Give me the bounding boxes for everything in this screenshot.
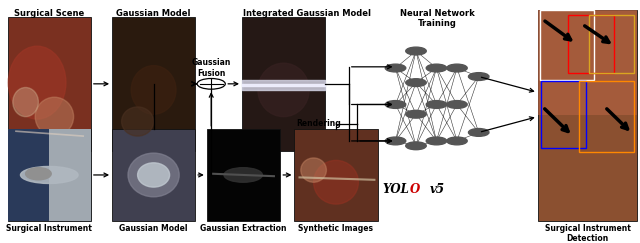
Text: Rendering: Rendering — [296, 119, 341, 128]
Ellipse shape — [314, 160, 358, 204]
Text: Integrated Gaussian Model: Integrated Gaussian Model — [243, 9, 371, 17]
Circle shape — [468, 73, 489, 80]
Text: Surgical Instrument
Detection: Surgical Instrument Detection — [545, 224, 630, 243]
Circle shape — [447, 101, 467, 108]
Text: Neural Network
Training: Neural Network Training — [400, 9, 474, 28]
Circle shape — [385, 137, 406, 145]
Ellipse shape — [13, 87, 38, 117]
Ellipse shape — [224, 168, 262, 182]
Bar — [49, 129, 91, 221]
Bar — [8, 129, 91, 221]
Circle shape — [426, 137, 447, 145]
Bar — [112, 129, 195, 221]
Ellipse shape — [258, 63, 309, 117]
Ellipse shape — [8, 46, 66, 119]
Ellipse shape — [122, 107, 154, 136]
Text: Gaussian
Fusion: Gaussian Fusion — [191, 58, 231, 78]
Bar — [568, 15, 614, 73]
Circle shape — [385, 101, 406, 108]
Text: Gaussian Model: Gaussian Model — [119, 224, 188, 233]
Ellipse shape — [20, 166, 78, 183]
Ellipse shape — [138, 163, 170, 187]
Text: YOL: YOL — [383, 183, 410, 196]
Ellipse shape — [35, 97, 74, 136]
Circle shape — [426, 64, 447, 72]
Bar — [589, 15, 634, 73]
Circle shape — [197, 78, 225, 89]
Bar — [538, 10, 637, 221]
Bar — [112, 17, 195, 151]
Bar — [8, 17, 91, 151]
Ellipse shape — [131, 66, 176, 114]
Circle shape — [406, 47, 426, 55]
Ellipse shape — [301, 158, 326, 182]
Ellipse shape — [128, 153, 179, 197]
Circle shape — [447, 137, 467, 145]
Bar — [294, 129, 378, 221]
Circle shape — [468, 129, 489, 136]
Circle shape — [426, 101, 447, 108]
Text: Gaussian Model: Gaussian Model — [116, 9, 191, 17]
Bar — [538, 10, 637, 115]
Text: O: O — [410, 183, 420, 196]
Circle shape — [385, 64, 406, 72]
Text: v5: v5 — [430, 183, 445, 196]
Text: Gaussian Extraction: Gaussian Extraction — [200, 224, 287, 233]
Circle shape — [406, 142, 426, 150]
Circle shape — [406, 110, 426, 118]
Text: Surgical Scene: Surgical Scene — [14, 9, 84, 17]
Bar — [242, 17, 325, 151]
Bar — [207, 129, 280, 221]
Text: Surgical Instrument: Surgical Instrument — [6, 224, 92, 233]
Circle shape — [406, 79, 426, 87]
Bar — [540, 10, 594, 80]
Ellipse shape — [26, 168, 51, 180]
Bar — [8, 129, 49, 221]
Bar — [579, 81, 634, 152]
Bar — [541, 81, 586, 148]
Text: Synthetic Images: Synthetic Images — [298, 224, 374, 233]
Circle shape — [447, 64, 467, 72]
